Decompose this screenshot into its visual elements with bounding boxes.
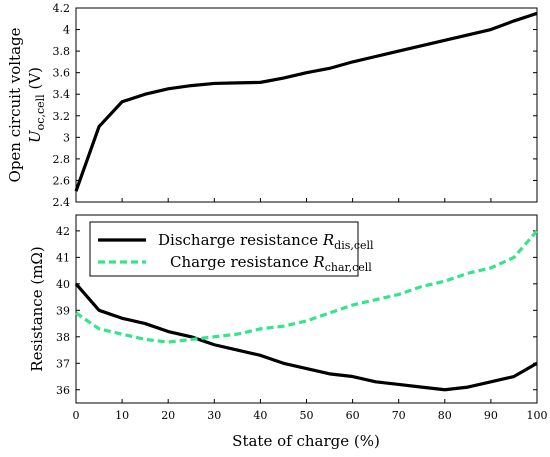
resistance-series-line-0 xyxy=(74,282,538,392)
ocv-series-line-0 xyxy=(74,11,538,192)
resistance-y-tick-label-3: 39 xyxy=(56,304,70,317)
ocv-y-tick-label-3: 3 xyxy=(63,131,70,144)
ocv-y-tick-label-4: 3.2 xyxy=(53,110,71,123)
x-ticks: 0 10 20 30 40 50 60 70 80 90 100 xyxy=(73,399,548,422)
ocv-y-tick-label-8: 4 xyxy=(63,24,70,37)
x-tick-label-8: 80 xyxy=(438,409,452,422)
resistance-y-tick-label-5: 41 xyxy=(56,251,70,264)
x-tick-label-1: 10 xyxy=(115,409,129,422)
x-tick-label-7: 70 xyxy=(392,409,406,422)
x-tick-label-2: 20 xyxy=(161,409,175,422)
resistance-panel: 36 37 38 39 40 41 42 0 10 20 30 40 50 60 70 80 90 100 Re… xyxy=(28,214,548,450)
ocv-y-ticks: 2.4 2.6 2.8 3 3.2 3.4 3.6 3.8 4 4.2 xyxy=(53,2,538,209)
ocv-panel: 2.4 2.6 2.8 3 3.2 3.4 3.6 3.8 4 4.2 Open circuit … xyxy=(6,2,538,209)
ocv-y-tick-label-1: 2.6 xyxy=(53,174,71,187)
resistance-series xyxy=(74,229,539,392)
ocv-y-label-line2: Uoc,cell (V) xyxy=(26,67,47,143)
x-tick-label-10: 100 xyxy=(527,409,548,422)
ocv-y-tick-label-9: 4.2 xyxy=(53,2,71,15)
ocv-y-label-symbol: U xyxy=(26,129,44,143)
x-tick-label-3: 30 xyxy=(207,409,221,422)
x-tick-label-9: 90 xyxy=(484,409,498,422)
resistance-y-axis-label: Resistance (mΩ) xyxy=(28,246,46,371)
x-tick-label-4: 40 xyxy=(253,409,267,422)
ocv-y-tick-label-6: 3.6 xyxy=(53,67,71,80)
resistance-y-tick-label-4: 40 xyxy=(56,278,70,291)
legend: Discharge resistance Rdis,cell Charge re… xyxy=(89,221,374,277)
legend-label-charge: Charge resistance Rchar,cell xyxy=(170,253,372,274)
ocv-y-tick-label-2: 2.8 xyxy=(53,153,71,166)
ocv-y-label-unit: (V) xyxy=(26,67,44,94)
ocv-series xyxy=(74,11,538,192)
ocv-y-label-line1: Open circuit voltage xyxy=(6,27,24,182)
legend-label-discharge: Discharge resistance Rdis,cell xyxy=(158,231,374,252)
ocv-y-label-subscript: oc,cell xyxy=(34,94,47,130)
ocv-y-tick-label-0: 2.4 xyxy=(53,196,71,209)
x-axis-label: State of charge (%) xyxy=(232,432,380,450)
ocv-y-tick-label-7: 3.8 xyxy=(53,45,71,58)
ocv-y-tick-label-5: 3.4 xyxy=(53,88,71,101)
resistance-y-tick-label-6: 42 xyxy=(56,225,70,238)
ocv-plot-frame xyxy=(75,7,538,203)
x-tick-label-0: 0 xyxy=(73,409,80,422)
resistance-y-tick-label-0: 36 xyxy=(56,384,70,397)
resistance-y-tick-label-1: 37 xyxy=(56,357,70,370)
resistance-y-tick-label-2: 38 xyxy=(56,331,70,344)
x-tick-label-6: 60 xyxy=(346,409,360,422)
resistance-series-line-1 xyxy=(75,229,539,344)
x-tick-label-5: 50 xyxy=(300,409,314,422)
legend-box xyxy=(89,221,359,277)
ocv-y-axis-label: Open circuit voltage Uoc,cell (V) xyxy=(6,27,47,182)
